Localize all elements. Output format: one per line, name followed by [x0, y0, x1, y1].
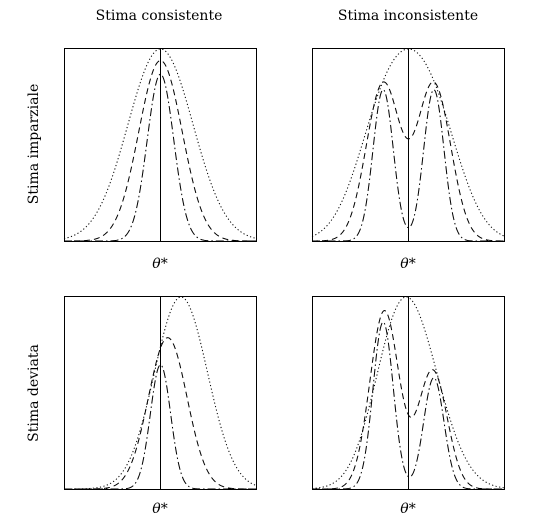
density-curve-dashed	[64, 60, 257, 242]
density-plot	[63, 48, 258, 242]
density-curve-dashdot	[64, 364, 257, 490]
column-title-inconsistent: Stima inconsistente	[337, 8, 479, 24]
chart-panel-unbiased-inconsistent	[311, 48, 506, 242]
chart-panel-biased-consistent	[64, 296, 258, 490]
density-curve-dashdot	[64, 73, 257, 242]
density-curve-dotted	[311, 48, 506, 237]
density-curve-dotted	[311, 296, 506, 490]
x-tick-label-theta: θ*	[152, 256, 168, 272]
row-title-biased: Stima deviata	[26, 344, 42, 442]
density-curve-dashed	[311, 81, 506, 242]
column-title-consistent: Stima consistente	[95, 8, 223, 24]
row-title-unbiased: Stima imparziale	[26, 83, 42, 205]
density-plot	[311, 48, 506, 242]
density-curve-dashdot	[312, 321, 505, 490]
density-curve-dashdot	[312, 89, 505, 242]
density-curve-dashed	[312, 309, 505, 490]
chart-panel-biased-inconsistent	[311, 296, 506, 490]
x-tick-label-theta: θ*	[152, 501, 168, 517]
density-plot	[311, 296, 506, 490]
x-tick-label-theta: θ*	[400, 256, 416, 272]
x-tick-label-theta: θ*	[400, 501, 416, 517]
density-plot	[64, 296, 258, 490]
chart-panel-unbiased-consistent	[63, 48, 258, 242]
